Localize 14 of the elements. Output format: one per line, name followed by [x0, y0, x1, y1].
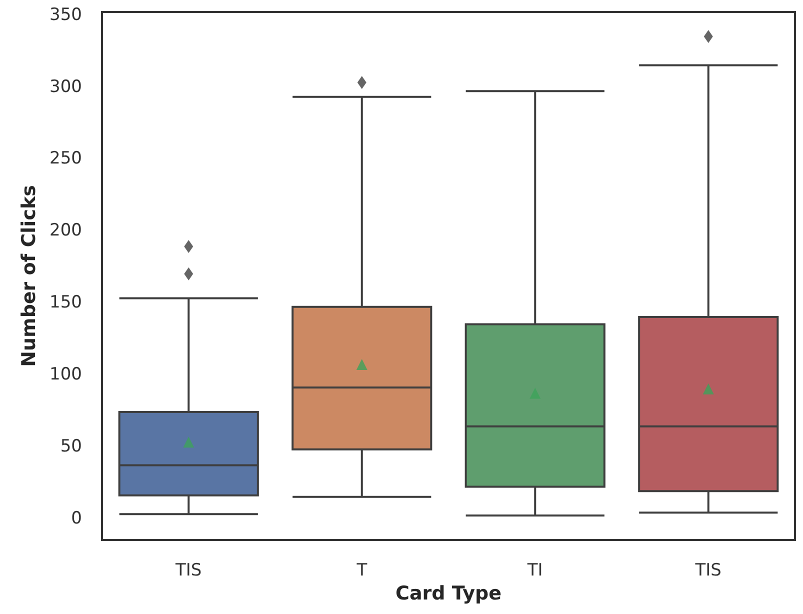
y-tick-label: 300 — [50, 76, 82, 97]
x-tick-label: TI — [526, 560, 543, 580]
y-tick-label: 50 — [60, 436, 82, 456]
y-tick-label: 0 — [71, 508, 82, 528]
y-tick-label: 100 — [50, 364, 82, 385]
y-tick-label: 350 — [50, 4, 82, 25]
x-tick-label: TIS — [174, 560, 202, 580]
x-axis-title: Card Type — [396, 582, 502, 604]
y-tick-label: 150 — [50, 292, 82, 313]
y-tick-label: 250 — [50, 148, 82, 169]
y-axis-title: Number of Clicks — [18, 185, 40, 367]
x-tick-label: T — [356, 560, 368, 580]
x-tick-label: TIS — [694, 560, 722, 580]
y-tick-label: 200 — [50, 220, 82, 241]
